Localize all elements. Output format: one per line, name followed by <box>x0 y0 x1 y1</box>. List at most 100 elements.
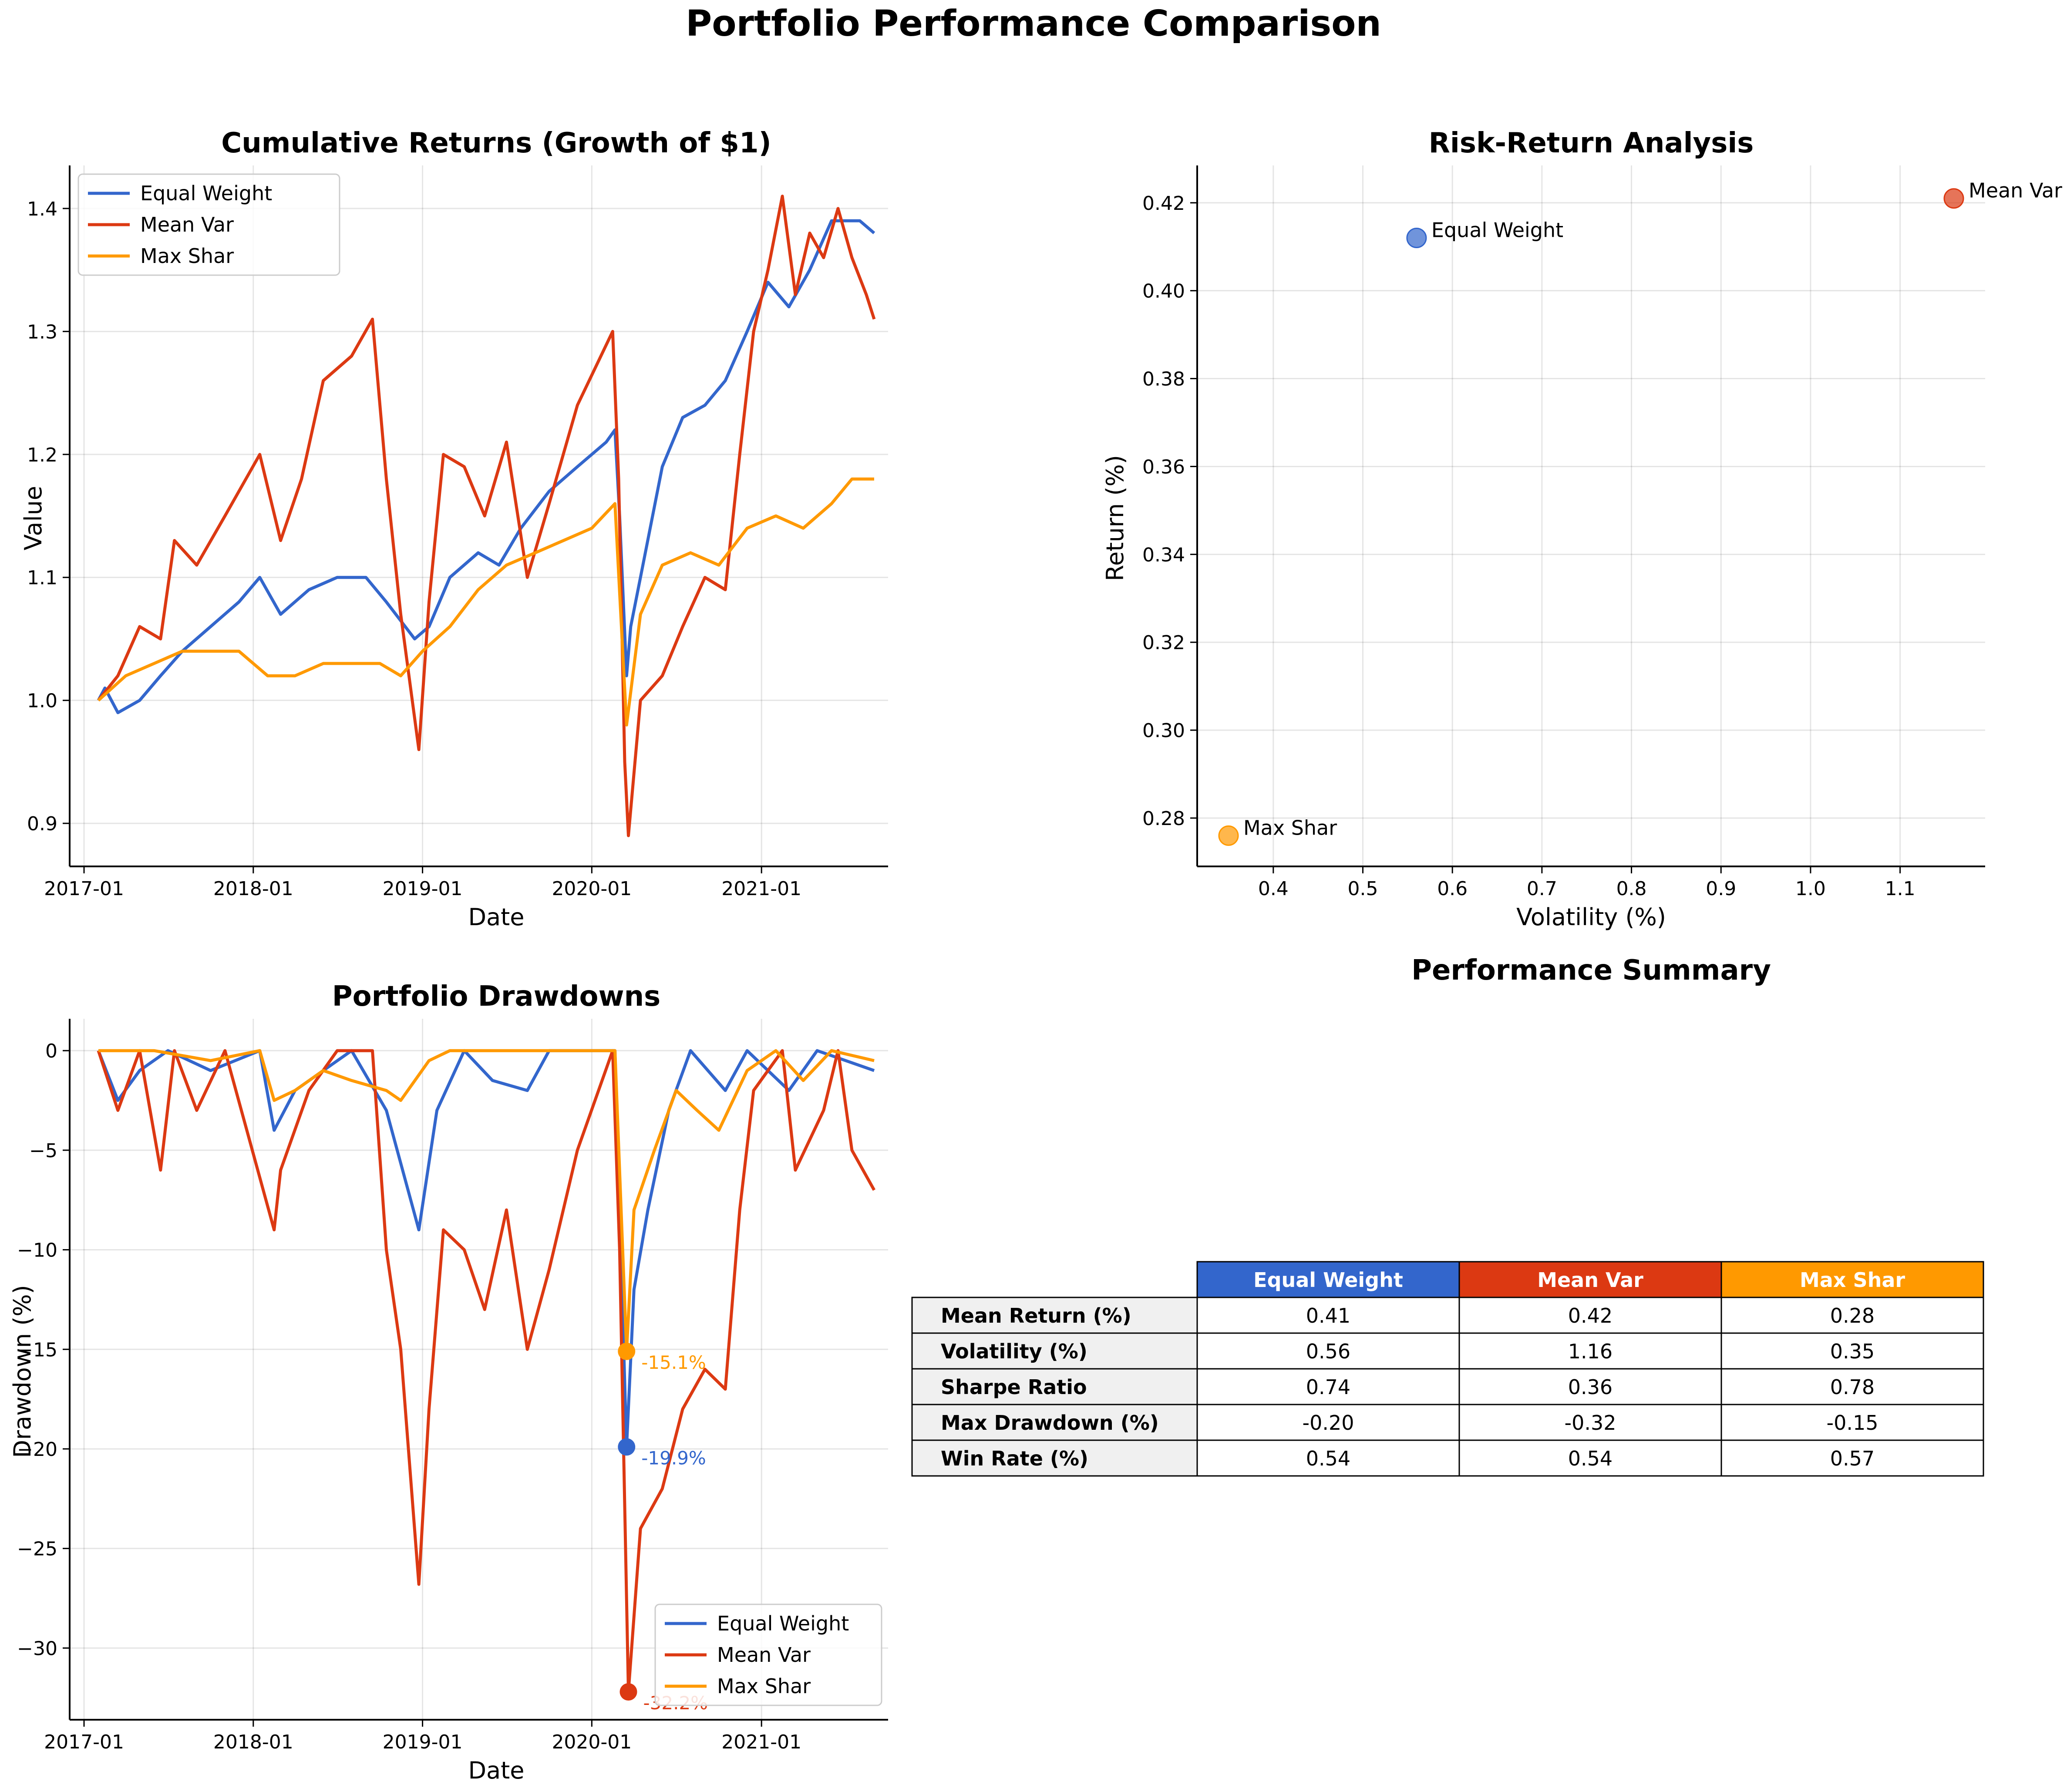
drawdown-y-tick-label: 0 <box>45 1040 57 1062</box>
drawdown-mean-var-line <box>97 1049 876 1694</box>
riskret-y-tick-label: 0.28 <box>1142 808 1185 830</box>
riskret-y-tick-label: 0.34 <box>1142 544 1185 566</box>
riskret-y-tick-label: 0.32 <box>1142 632 1185 654</box>
drawdowns-xlabel: Date <box>468 1757 524 1784</box>
summary-row-label: Mean Return (%) <box>941 1304 1131 1327</box>
performance-summary: Performance Summary Equal Weight Mean Var… <box>911 954 1984 1477</box>
summary-cell-value: 0.54 <box>1306 1447 1350 1470</box>
summary-cell <box>1196 1368 1460 1405</box>
riskret-y-tick-label: 0.36 <box>1142 456 1185 478</box>
risk-return-chart: Risk-Return Analysis Volatility (%) Retu… <box>1101 127 2062 931</box>
cumret-legend-label-mean-var: Mean Var <box>140 213 234 236</box>
summary-cell-value: -0.32 <box>1564 1411 1616 1435</box>
riskret-point-mean-var <box>1943 188 1964 209</box>
drawdowns-title: Portfolio Drawdowns <box>332 980 661 1013</box>
riskret-x-tick-label: 1.1 <box>1885 878 1916 900</box>
cumulative-returns-chart: Cumulative Returns (Growth of $1) Date V… <box>20 127 888 931</box>
drawdown-legend-label-max-shar: Max Shar <box>717 1674 811 1698</box>
cumret-x-tick-label: 2021-01 <box>721 878 801 900</box>
riskret-y-tick-label: 0.38 <box>1142 368 1185 391</box>
cumulative-returns-ylabel: Value <box>20 486 47 550</box>
summary-cell <box>1196 1297 1460 1334</box>
riskret-x-tick-label: 1.0 <box>1795 878 1826 900</box>
cumret-y-tick-label: 0.9 <box>27 813 57 835</box>
summary-row-label: Volatility (%) <box>941 1340 1087 1363</box>
summary-cell <box>1196 1439 1460 1477</box>
summary-cell <box>1458 1439 1722 1477</box>
riskret-point-label-equal-weight: Equal Weight <box>1431 219 1563 242</box>
riskret-y-tick-label: 0.30 <box>1142 720 1185 742</box>
summary-cell-value: 0.56 <box>1306 1340 1350 1363</box>
summary-row-header <box>911 1368 1198 1405</box>
summary-cell-value: 0.78 <box>1830 1375 1875 1399</box>
summary-cell <box>1720 1297 1984 1334</box>
summary-col-header-label-max-shar: Max Shar <box>1800 1268 1905 1292</box>
riskret-point-label-mean-var: Mean Var <box>1969 179 2062 202</box>
summary-cell-value: 0.41 <box>1306 1304 1350 1327</box>
summary-cell <box>1720 1332 1984 1370</box>
riskret-y-tick-label: 0.42 <box>1142 192 1185 215</box>
riskret-x-tick-label: 0.8 <box>1616 878 1647 900</box>
drawdown-legend-box <box>654 1603 882 1706</box>
cumret-legend-label-max-shar: Max Shar <box>140 244 234 268</box>
cumret-y-tick-label: 1.3 <box>27 321 57 343</box>
riskret-x-tick-label: 0.9 <box>1706 878 1736 900</box>
summary-col-header-label-mean-var: Mean Var <box>1537 1268 1643 1292</box>
cumret-x-tick-label: 2018-01 <box>213 878 293 900</box>
summary-col-header-label-equal-weight: Equal Weight <box>1253 1268 1403 1292</box>
drawdowns-ylabel: Drawdown (%) <box>9 1285 36 1458</box>
summary-cell-value: 0.36 <box>1568 1375 1613 1399</box>
drawdown-max-marker-mean-var <box>619 1683 637 1701</box>
cumret-x-tick-label: 2017-01 <box>44 878 124 900</box>
cumret-mean-var-line <box>97 195 876 837</box>
cumret-x-tick-label: 2020-01 <box>552 878 632 900</box>
drawdown-x-tick-label: 2019-01 <box>383 1731 463 1753</box>
summary-row-label: Max Drawdown (%) <box>941 1411 1159 1435</box>
drawdowns-chart: Portfolio Drawdowns Date Drawdown (%) 20… <box>9 980 888 1784</box>
drawdown-max-label-equal-weight: -19.9% <box>641 1447 706 1469</box>
drawdown-y-tick-label: −10 <box>17 1240 57 1262</box>
summary-cell <box>1458 1297 1722 1334</box>
riskret-x-tick-label: 0.6 <box>1437 878 1468 900</box>
summary-row-label: Sharpe Ratio <box>941 1375 1087 1399</box>
summary-cell-value: 0.57 <box>1830 1447 1875 1470</box>
drawdown-max-marker-max-shar <box>618 1342 636 1360</box>
cumret-x-tick-label: 2019-01 <box>383 878 463 900</box>
riskret-point-max-shar <box>1218 825 1239 846</box>
riskret-x-tick-label: 0.5 <box>1348 878 1378 900</box>
drawdown-y-tick-label: −25 <box>17 1538 57 1560</box>
drawdown-y-tick-label: −5 <box>29 1140 57 1162</box>
summary-cell <box>1720 1439 1984 1477</box>
summary-cell-value: 1.16 <box>1568 1340 1613 1363</box>
summary-cell-value: 0.28 <box>1830 1304 1875 1327</box>
summary-cell-value: 0.54 <box>1568 1447 1613 1470</box>
cumret-legend-box <box>77 173 340 276</box>
drawdown-equal-weight-line <box>97 1049 875 1448</box>
cumulative-returns-xlabel: Date <box>468 903 524 931</box>
riskret-x-tick-label: 0.4 <box>1258 878 1289 900</box>
summary-cell-value: 0.35 <box>1830 1340 1875 1363</box>
risk-return-title: Risk-Return Analysis <box>1429 127 1754 159</box>
cumret-legend-label-equal-weight: Equal Weight <box>140 182 272 205</box>
cumret-y-tick-label: 1.2 <box>27 444 57 466</box>
riskret-y-tick-label: 0.40 <box>1142 280 1185 303</box>
summary-cell-value: 0.74 <box>1306 1375 1350 1399</box>
summary-cell-value: -0.15 <box>1826 1411 1878 1435</box>
drawdown-max-marker-equal-weight <box>618 1438 636 1456</box>
cumret-max-shar-line <box>97 477 874 727</box>
risk-return-xlabel: Volatility (%) <box>1516 903 1666 931</box>
cumulative-returns-title: Cumulative Returns (Growth of $1) <box>221 127 771 159</box>
summary-cell <box>1720 1368 1984 1405</box>
summary-row-label: Win Rate (%) <box>941 1447 1088 1470</box>
cumret-equal-weight-line <box>97 219 875 714</box>
drawdown-legend-label-mean-var: Mean Var <box>717 1643 811 1667</box>
drawdown-x-tick-label: 2020-01 <box>552 1731 632 1753</box>
drawdown-max-shar-line <box>98 1049 875 1353</box>
figure-title: Portfolio Performance Comparison <box>686 3 1381 44</box>
drawdown-x-tick-label: 2017-01 <box>44 1731 124 1753</box>
drawdown-x-tick-label: 2018-01 <box>213 1731 293 1753</box>
summary-cell-value: -0.20 <box>1302 1411 1354 1435</box>
drawdown-y-tick-label: −15 <box>17 1339 57 1361</box>
riskret-point-equal-weight <box>1406 228 1427 249</box>
